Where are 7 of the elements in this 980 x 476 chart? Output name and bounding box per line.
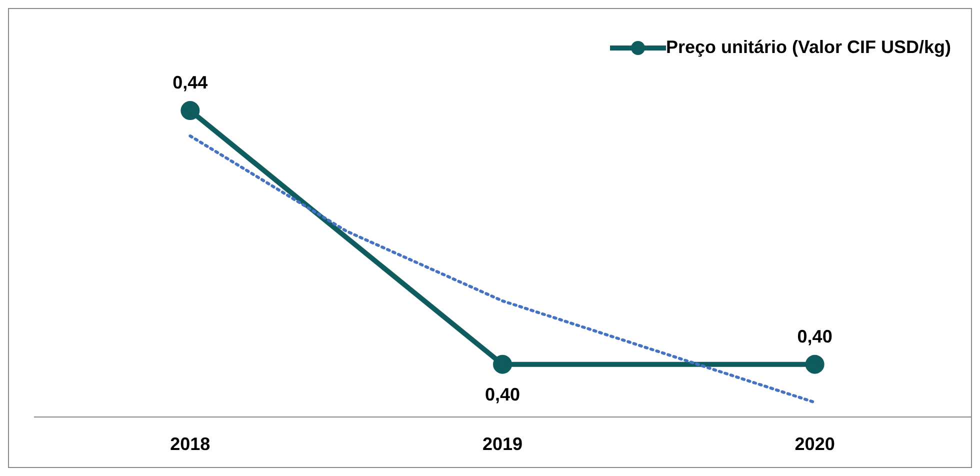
data-label: 0,40 — [797, 326, 832, 346]
data-label: 0,40 — [484, 384, 520, 404]
x-tick-label: 2019 — [482, 434, 523, 454]
data-label: 0,44 — [172, 72, 208, 93]
x-tick-label: 2020 — [794, 434, 835, 454]
legend-label: Preço unitário (Valor CIF USD/kg) — [666, 37, 951, 58]
x-tick-label: 2018 — [170, 434, 210, 454]
